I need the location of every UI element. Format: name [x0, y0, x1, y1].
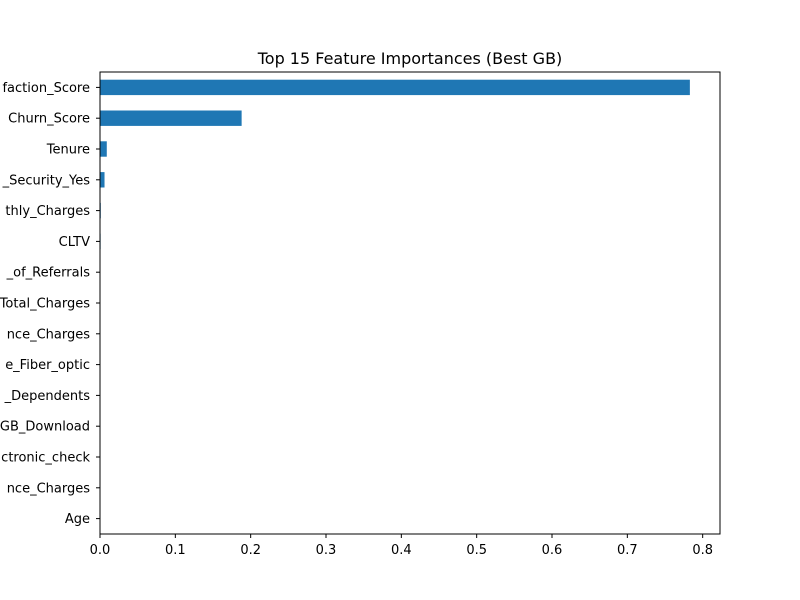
axes-layer: faction_Score Churn_Score Tenure _Security_… [0, 81, 713, 558]
y-tick-label: Tenure [46, 143, 90, 158]
bar [100, 79, 690, 96]
plot-frame [99, 71, 721, 535]
y-tick-label: Total_Charges [0, 297, 90, 312]
x-tick-label: 0.8 [692, 543, 713, 558]
x-tick-label: 0.2 [240, 543, 261, 558]
y-tick-label: thly_Charges [5, 204, 90, 219]
y-tick-label: nce_Charges [7, 481, 91, 496]
bar [100, 172, 105, 188]
y-tick-label: GB_Download [0, 420, 90, 435]
y-tick-label: e_Fiber_optic [5, 358, 90, 373]
bars-layer [100, 79, 690, 527]
y-tick-label: _Security_Yes [2, 173, 91, 188]
y-tick-label: _of_Referrals [6, 266, 91, 281]
x-tick-label: 0.3 [316, 543, 337, 558]
y-tick-label: nce_Charges [7, 327, 91, 342]
x-tick-label: 0.0 [90, 543, 111, 558]
x-tick-label: 0.5 [466, 543, 487, 558]
y-tick-label: CLTV [59, 235, 90, 250]
y-tick-label: _Dependents [4, 389, 91, 404]
bar [100, 141, 107, 157]
y-tick-label: Churn_Score [8, 112, 90, 127]
y-tick-label: faction_Score [2, 81, 90, 96]
chart-title: Top 15 Feature Importances (Best GB) [257, 49, 563, 68]
x-tick-label: 0.7 [617, 543, 638, 558]
x-tick-label: 0.1 [165, 543, 186, 558]
y-tick-label: Age [65, 512, 90, 527]
x-tick-label: 0.4 [391, 543, 412, 558]
y-tick-label: ctronic_check [1, 451, 90, 466]
x-tick-label: 0.6 [542, 543, 563, 558]
bar [100, 110, 242, 126]
